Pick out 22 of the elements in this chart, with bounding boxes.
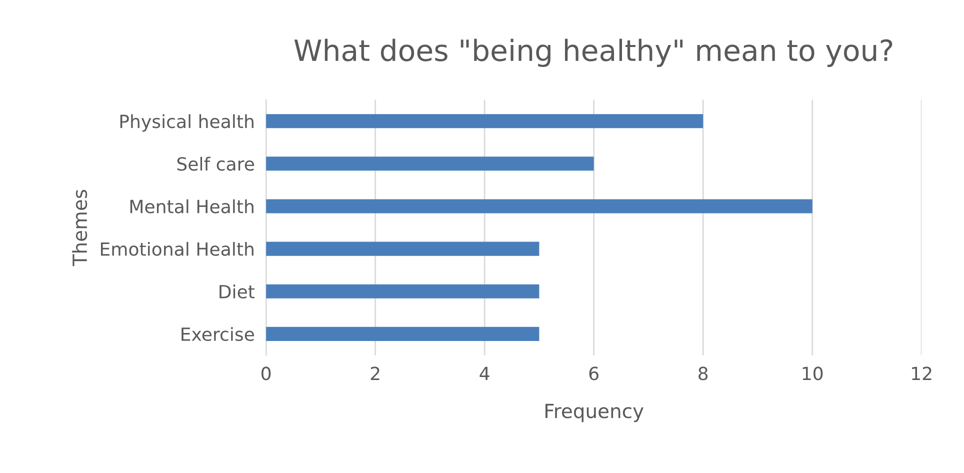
y-axis-title: Themes bbox=[72, 190, 88, 266]
bar bbox=[266, 114, 704, 128]
y-tick-label: Exercise bbox=[182, 327, 254, 342]
y-tick-label: Emotional Health bbox=[100, 242, 254, 256]
y-tick-label: Self care bbox=[177, 156, 254, 171]
y-tick-label: Physical health bbox=[120, 114, 254, 132]
x-tick-label: 2 bbox=[370, 366, 380, 380]
x-tick-label: 0 bbox=[262, 366, 271, 380]
x-axis-title: Frequency bbox=[546, 404, 644, 422]
x-tick-label: 4 bbox=[480, 366, 490, 380]
bar bbox=[266, 156, 594, 171]
chart-title: What does "being healthy" mean to you? bbox=[294, 38, 892, 67]
y-tick-label: Diet bbox=[220, 284, 255, 298]
y-tick-label: Mental Health bbox=[130, 199, 254, 214]
x-tick-label: 10 bbox=[802, 366, 823, 380]
x-tick-label: 8 bbox=[698, 366, 708, 380]
x-tick-label: 6 bbox=[589, 366, 598, 380]
bar bbox=[266, 326, 540, 341]
x-tick-label: 12 bbox=[912, 366, 932, 380]
bar bbox=[266, 199, 812, 214]
bar bbox=[266, 242, 540, 256]
bar bbox=[266, 284, 540, 298]
